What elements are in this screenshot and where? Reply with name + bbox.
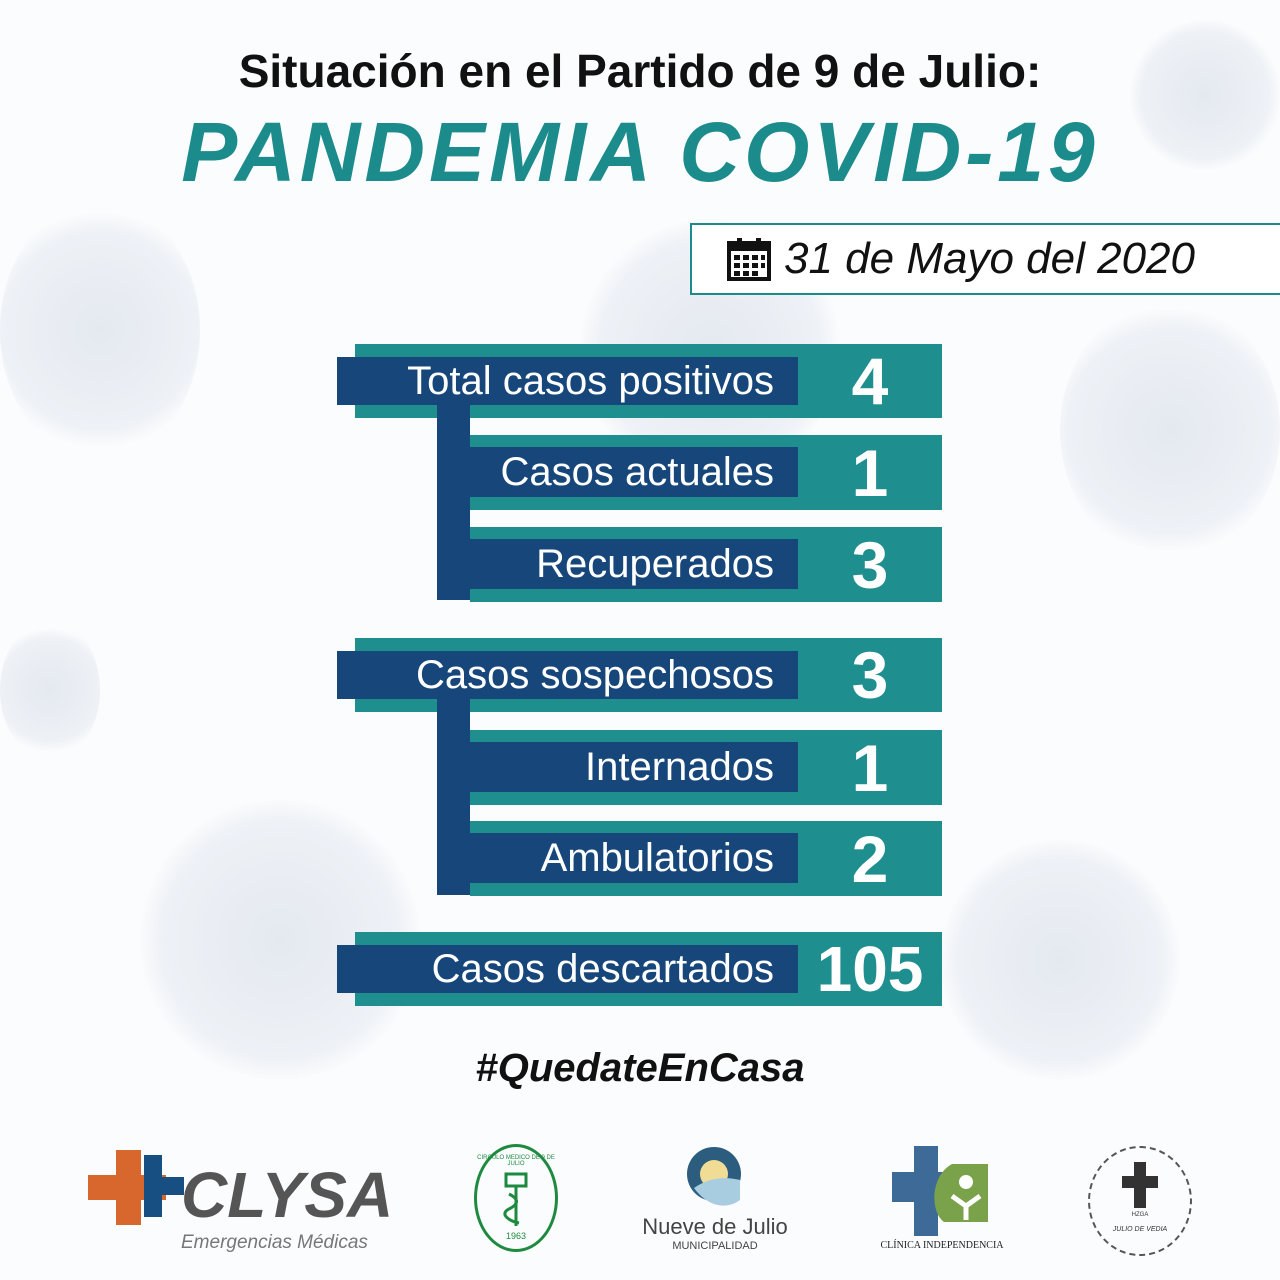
virus-decoration <box>1060 300 1280 560</box>
clinica-name: CLÍNICA INDEPENDENCIA <box>880 1240 1004 1251</box>
date-text: 31 de Mayo del 2020 <box>784 234 1195 283</box>
municipalidad-name: Nueve de Julio <box>642 1214 788 1239</box>
circulo-ring-text: CIRCULO MEDICO DE 9 DE JULIO <box>477 1155 555 1167</box>
clinica-independencia-logo: CLÍNICA INDEPENDENCIA <box>872 1146 1012 1256</box>
virus-decoration <box>0 200 200 460</box>
stat-label: Internados <box>467 742 798 792</box>
stat-label: Casos actuales <box>467 447 798 497</box>
stat-value: 1 <box>851 435 889 510</box>
clysa-tagline: Emergencias Médicas <box>181 1232 368 1253</box>
stat-label: Recuperados <box>467 539 798 589</box>
stat-value: 4 <box>851 344 889 418</box>
stat-label: Total casos positivos <box>337 357 798 405</box>
page-subtitle: PANDEMIA COVID-19 <box>181 105 1099 199</box>
connector <box>437 405 470 600</box>
stat-label: Ambulatorios <box>467 833 798 883</box>
stat-value: 3 <box>851 527 889 602</box>
hzga-name: HZGA <box>1131 1212 1149 1218</box>
stat-value: 2 <box>851 821 889 896</box>
municipalidad-logo: Nueve de Julio MUNICIPALIDAD <box>630 1144 800 1256</box>
virus-decoration <box>940 840 1180 1080</box>
stat-label: Casos descartados <box>337 945 798 993</box>
hzga-logo: HZGA JULIO DE VEDIA <box>1088 1146 1192 1256</box>
hashtag: #QuedateEnCasa <box>475 1046 805 1090</box>
virus-decoration <box>1130 20 1280 170</box>
clysa-logo: CLYSA Emergencias Médicas <box>86 1150 396 1260</box>
stat-label: Casos sospechosos <box>337 651 798 699</box>
clysa-name: CLYSA <box>181 1159 394 1231</box>
hzga-sub: JULIO DE VEDIA <box>1112 1226 1168 1233</box>
stat-value: 1 <box>851 730 889 805</box>
stat-value: 3 <box>851 638 889 712</box>
circulo-medico-logo: CIRCULO MEDICO DE 9 DE JULIO 1963 <box>474 1144 558 1252</box>
page-title: Situación en el Partido de 9 de Julio: <box>238 45 1042 97</box>
virus-decoration <box>0 620 100 760</box>
connector <box>437 699 470 895</box>
circulo-year: 1963 <box>505 1231 527 1241</box>
date-box: 31 de Mayo del 2020 <box>690 223 1280 295</box>
stat-value: 105 <box>816 933 924 1005</box>
calendar-icon <box>727 238 771 281</box>
municipalidad-sub: MUNICIPALIDAD <box>672 1240 758 1252</box>
